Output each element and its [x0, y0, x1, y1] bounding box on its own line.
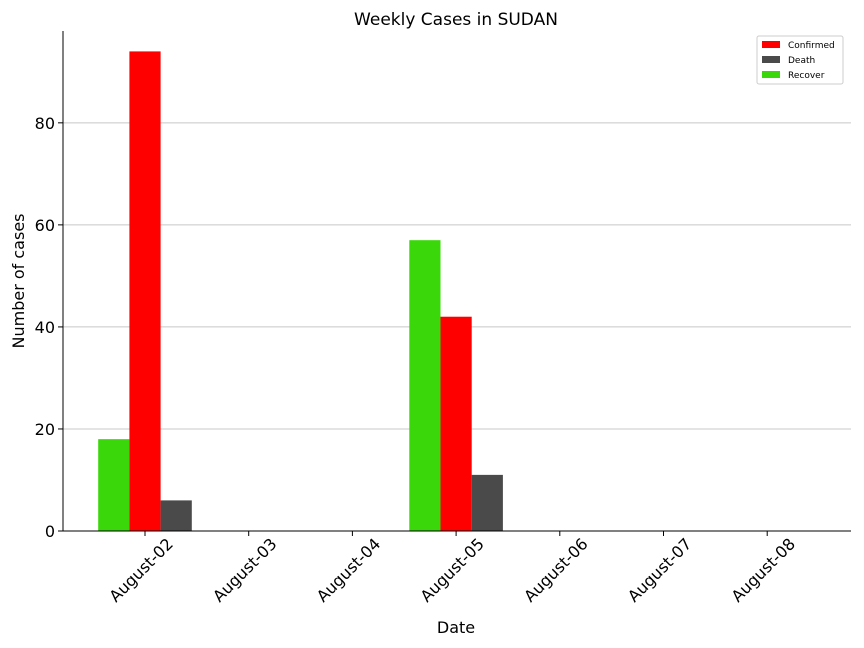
x-tick-label: August-05 — [416, 534, 488, 606]
bar-confirmed — [440, 316, 472, 531]
y-axis-title: Number of cases — [9, 214, 28, 349]
legend: Confirmed Death Recover — [756, 35, 844, 85]
bar-death — [160, 500, 192, 531]
y-tick-label: 20 — [35, 420, 55, 439]
bar-recover — [98, 439, 130, 531]
y-tick-label: 80 — [35, 114, 55, 133]
y-axis-ticks: 0 20 40 60 80 — [35, 114, 63, 541]
legend-swatch-confirmed — [762, 41, 780, 48]
x-axis-title: Date — [437, 618, 475, 637]
legend-swatch-recover — [762, 71, 780, 78]
x-tick-label: August-07 — [624, 534, 696, 606]
x-tick-label: August-03 — [209, 534, 281, 606]
bar-recover — [409, 240, 441, 532]
legend-label-confirmed: Confirmed — [788, 41, 835, 51]
legend-label-recover: Recover — [788, 71, 825, 81]
bar-confirmed — [129, 51, 161, 531]
x-tick-label: August-02 — [105, 534, 177, 606]
y-tick-label: 60 — [35, 216, 55, 235]
x-tick-label: August-04 — [313, 534, 385, 606]
legend-label-death: Death — [788, 56, 815, 66]
y-tick-label: 40 — [35, 318, 55, 337]
x-tick-label: August-08 — [728, 534, 800, 606]
x-tick-label: August-06 — [520, 534, 592, 606]
x-axis-ticks: August-02 August-03 August-04 August-05 Augu… — [105, 531, 799, 606]
y-tick-label: 0 — [45, 522, 55, 541]
legend-swatch-death — [762, 56, 780, 63]
bars — [98, 51, 503, 532]
chart-title: Weekly Cases in SUDAN — [354, 10, 558, 30]
bar-death — [471, 474, 503, 531]
